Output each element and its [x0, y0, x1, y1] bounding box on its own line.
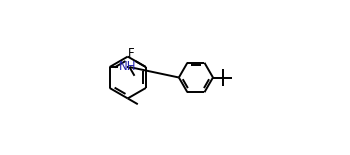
Text: F: F — [128, 47, 134, 60]
Text: NH: NH — [119, 60, 136, 73]
